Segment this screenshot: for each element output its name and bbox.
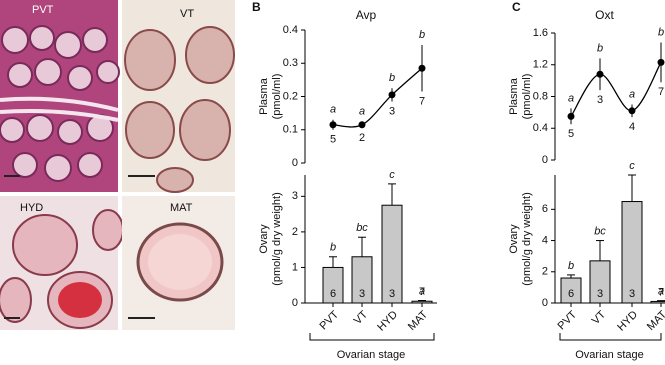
y-axis-label: Ovary(pmol/g dry weight) [508, 192, 533, 286]
group-letter: b [330, 242, 336, 254]
y-tick-label: 0 [292, 297, 298, 309]
sample-size: 7 [419, 286, 425, 298]
sample-size: 3 [597, 94, 603, 106]
bar [650, 300, 665, 304]
group-letter: a [629, 88, 635, 100]
micrograph-label: MAT [170, 202, 193, 214]
y-axis-label-line: Ovary [508, 224, 520, 254]
sample-size: 5 [330, 134, 336, 146]
sample-size: 6 [330, 288, 336, 300]
y-axis-label: Plasma(pmol/ml) [258, 74, 283, 120]
point [628, 107, 636, 115]
x-axis-label: Ovarian stage [337, 349, 405, 361]
y-tick-label: 0.4 [533, 122, 548, 134]
group-letter: bc [594, 225, 606, 237]
x-tick-label: PVT [318, 309, 342, 333]
y-axis-label-line: Ovary [258, 224, 270, 254]
group-letter: c [389, 169, 395, 181]
y-tick-label: 0 [542, 297, 548, 309]
group-letter: a [330, 104, 336, 116]
group-letter: bc [356, 222, 368, 234]
group-letter: b [419, 29, 425, 41]
x-tick-label: VT [352, 308, 371, 327]
y-tick-label: 2 [542, 266, 548, 278]
sample-size: 2 [359, 132, 365, 144]
chart-title: Avp [356, 8, 377, 22]
panel-label: C [512, 0, 521, 14]
y-tick-label: 0.3 [283, 57, 298, 69]
point [596, 70, 604, 78]
micrograph-label: HYD [20, 202, 43, 214]
sample-size: 3 [597, 288, 603, 300]
x-tick-label: MAT [406, 308, 431, 333]
sample-size: 7 [658, 86, 664, 98]
sample-size: 7 [419, 95, 425, 107]
sample-size: 3 [389, 105, 395, 117]
sample-size: 5 [568, 128, 574, 140]
point [657, 58, 665, 66]
y-tick-label: 1.2 [533, 59, 548, 71]
sample-size: 3 [389, 288, 395, 300]
group-letter: b [389, 72, 395, 84]
y-axis-label-line: (pmol/g dry weight) [271, 192, 283, 286]
y-tick-label: 4 [542, 234, 548, 246]
sample-size: 4 [629, 121, 635, 133]
micrographs: PVT VT HYD MAT [0, 0, 235, 330]
micrograph-label: PVT [32, 4, 54, 16]
y-tick-label: 1.6 [533, 27, 548, 39]
sample-size: 7 [658, 286, 664, 298]
sample-size: 3 [629, 288, 635, 300]
group-letter: c [629, 160, 635, 172]
y-tick-label: 2 [292, 226, 298, 238]
group-letter: a [568, 92, 574, 104]
point [418, 64, 426, 72]
y-axis-label-line: (pmol/ml) [271, 74, 283, 120]
line [570, 62, 662, 117]
x-tick-label: HYD [615, 309, 640, 334]
bar [411, 300, 433, 304]
x-axis-label: Ovarian stage [575, 349, 643, 361]
y-tick-label: 1 [292, 261, 298, 273]
y-axis-label-line: (pmol/g dry weight) [521, 192, 533, 286]
line [332, 67, 423, 128]
stage-bracket [559, 333, 662, 341]
y-tick-label: 3 [292, 190, 298, 202]
y-axis-label: Ovary(pmol/g dry weight) [258, 192, 283, 286]
point [567, 112, 575, 120]
point [329, 121, 337, 129]
y-axis-label: Plasma(pmol/ml) [508, 74, 533, 120]
group-letter: b [658, 26, 664, 38]
y-tick-label: 0.4 [283, 24, 298, 36]
y-axis-label-line: (pmol/ml) [521, 74, 533, 120]
x-tick-label: VT [590, 308, 609, 327]
group-letter: b [568, 260, 574, 272]
sample-size: 6 [568, 288, 574, 300]
stage-bracket [309, 333, 435, 341]
y-tick-label: 0.2 [283, 90, 298, 102]
y-axis-label-line: Plasma [508, 77, 520, 115]
x-tick-label: MAT [645, 308, 665, 333]
panel-label: B [252, 0, 261, 14]
sample-size: 3 [359, 288, 365, 300]
point [388, 91, 396, 99]
x-tick-label: HYD [375, 309, 400, 334]
chart-title: Oxt [595, 8, 614, 22]
y-tick-label: 0 [292, 157, 298, 169]
group-letter: a [359, 105, 365, 117]
y-tick-label: 6 [542, 203, 548, 215]
group-letter: a [658, 286, 664, 298]
group-letter: a [419, 285, 425, 297]
point [358, 121, 366, 129]
micrograph-label: VT [180, 8, 194, 20]
y-tick-label: 0 [542, 154, 548, 166]
y-axis-label-line: Plasma [258, 77, 270, 115]
y-tick-label: 0.8 [533, 90, 548, 102]
y-tick-label: 0.1 [283, 124, 298, 136]
group-letter: b [597, 42, 603, 54]
x-tick-label: PVT [556, 309, 580, 333]
